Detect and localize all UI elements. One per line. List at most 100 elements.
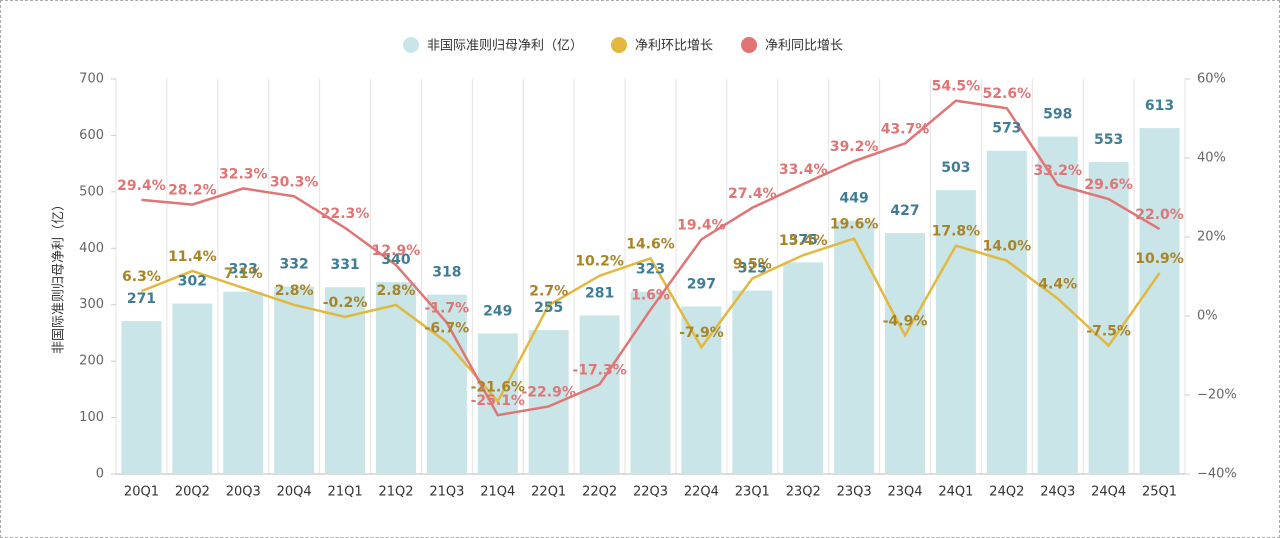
y-tick-label: 200 (79, 354, 104, 369)
legend-label: 净利环比增长 (635, 39, 713, 54)
x-tick-label: 20Q4 (277, 485, 312, 500)
x-tick-label: 23Q1 (735, 485, 770, 500)
line-value-label: 1.6% (631, 288, 670, 304)
bar (121, 321, 162, 474)
x-tick-label: 23Q4 (888, 485, 923, 500)
y2-tick-label: 0% (1197, 309, 1218, 324)
x-tick-label: 21Q4 (480, 485, 515, 500)
line-value-label: 29.4% (117, 178, 166, 194)
line-value-label: 12.9% (372, 243, 421, 259)
bar (375, 282, 416, 474)
bar-value-label: 503 (941, 160, 970, 176)
line-value-label: 2.8% (275, 283, 314, 299)
bar (274, 286, 315, 474)
bar-value-label: 598 (1043, 107, 1072, 123)
y-tick-label: 700 (79, 72, 104, 87)
line-value-label: 14.0% (983, 239, 1032, 255)
line-value-label: 2.7% (529, 283, 568, 299)
line-value-label: 19.4% (677, 217, 726, 233)
x-tick-label: 22Q3 (633, 485, 668, 500)
x-tick-label: 20Q3 (226, 485, 261, 500)
bar (1088, 161, 1129, 474)
bar (732, 290, 773, 474)
line-value-label: 22.3% (321, 206, 370, 222)
x-tick-label: 25Q1 (1142, 485, 1177, 500)
line-value-label: -6.7% (425, 320, 470, 336)
line-value-label: 32.3% (219, 166, 268, 182)
x-tick-label: 22Q1 (531, 485, 566, 500)
y-tick-label: 600 (79, 128, 104, 143)
bar (325, 287, 366, 474)
line-value-label: 29.6% (1084, 177, 1133, 193)
x-tick-label: 23Q2 (786, 485, 821, 500)
x-tick-label: 20Q2 (175, 485, 210, 500)
line-value-label: -21.6% (471, 379, 525, 395)
bar-value-label: 375 (789, 232, 818, 248)
line-value-label: 43.7% (881, 121, 930, 137)
y2-tick-label: −20% (1197, 388, 1237, 403)
y-axis-label: 非国际准则归母净利（亿） (52, 198, 67, 354)
bar (630, 291, 671, 474)
bar (1139, 128, 1180, 474)
bar-value-label: 249 (483, 303, 512, 319)
line-value-label: 28.2% (168, 183, 217, 199)
line-value-label: -4.9% (883, 313, 928, 329)
x-tick-label: 24Q2 (989, 485, 1024, 500)
y2-tick-label: 60% (1197, 72, 1226, 87)
x-tick-label: 22Q4 (684, 485, 719, 500)
bar-value-label: 427 (890, 203, 919, 219)
y-tick-label: 500 (79, 184, 104, 199)
bar (834, 220, 875, 474)
legend-marker (741, 37, 758, 53)
bar-value-label: 332 (280, 257, 309, 273)
line-value-label: 27.4% (728, 186, 777, 202)
x-tick-label: 21Q3 (429, 485, 464, 500)
y-tick-label: 0 (96, 467, 104, 482)
line-value-label: 22.0% (1135, 207, 1184, 223)
legend-marker (611, 37, 628, 53)
line-value-label: -7.9% (679, 325, 724, 341)
y2-tick-label: 40% (1197, 151, 1226, 166)
bar-value-label: 331 (330, 257, 359, 273)
x-tick-label: 24Q1 (938, 485, 973, 500)
bar (1037, 136, 1078, 475)
x-tick-label: 24Q3 (1040, 485, 1075, 500)
line-value-label: -7.5% (1086, 324, 1131, 340)
line-value-label: -25.1% (471, 393, 525, 409)
y2-tick-label: 20% (1197, 230, 1226, 245)
bar-value-label: 255 (534, 300, 563, 316)
bar-value-label: 325 (738, 261, 767, 277)
bar-value-label: 573 (992, 121, 1021, 137)
bar (681, 306, 722, 474)
bar-value-label: 323 (636, 262, 665, 278)
x-tick-label: 24Q4 (1091, 485, 1126, 500)
line-value-label: 11.4% (168, 249, 217, 265)
line-value-label: -0.2% (323, 295, 368, 311)
y-tick-label: 400 (79, 241, 104, 256)
y-tick-label: 300 (79, 297, 104, 312)
line-value-label: 14.6% (626, 236, 675, 252)
y2-tick-label: −40% (1197, 467, 1237, 482)
bar-value-label: 281 (585, 285, 614, 301)
bar-value-label: 553 (1094, 132, 1123, 148)
line-value-label: -17.3% (572, 362, 626, 378)
y-tick-label: 100 (79, 410, 104, 425)
line-value-label: 15.4% (779, 233, 828, 249)
legend-label: 非国际准则归母净利（亿） (427, 39, 583, 54)
bar (223, 291, 264, 474)
bar (783, 262, 824, 474)
line-value-label: 19.6% (830, 217, 879, 233)
bar-value-label: 449 (840, 191, 869, 207)
line-value-label: 6.3% (122, 269, 161, 285)
bar-value-label: 318 (432, 265, 461, 281)
bar-value-label: 297 (687, 276, 716, 292)
line-value-label: 7.1% (224, 266, 263, 282)
line-value-label: 33.4% (779, 162, 828, 178)
bar (579, 315, 620, 474)
line-value-label: -22.9% (521, 384, 575, 400)
bar (172, 303, 213, 474)
line-value-label: -1.7% (425, 301, 470, 317)
bar-value-label: 271 (127, 291, 156, 307)
x-tick-label: 22Q2 (582, 485, 617, 500)
